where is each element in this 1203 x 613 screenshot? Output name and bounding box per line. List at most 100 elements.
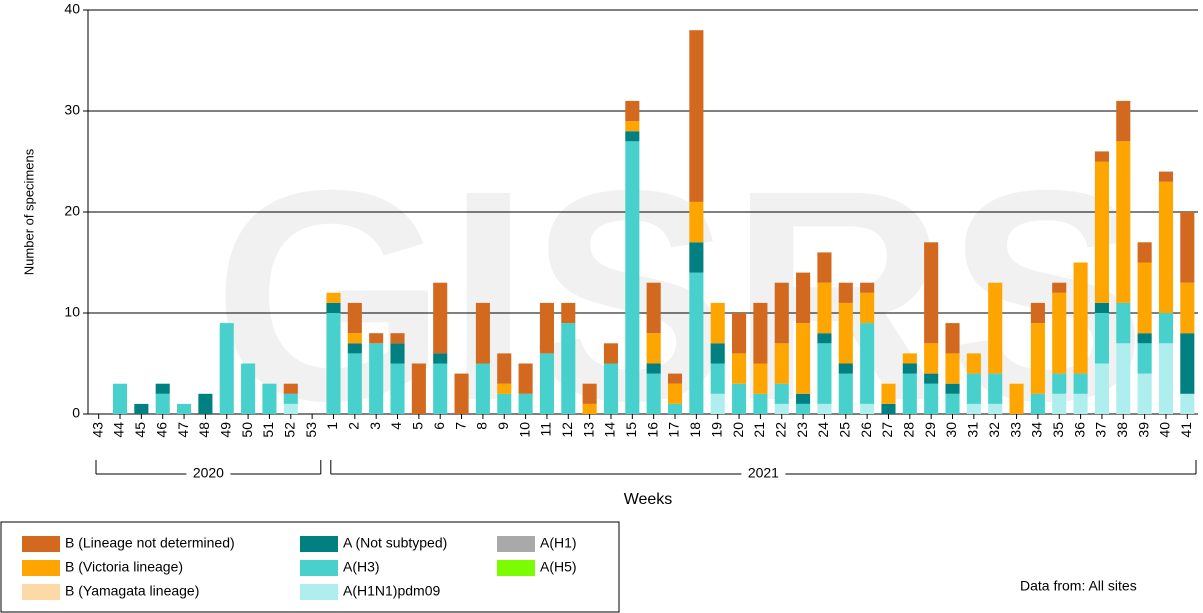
x-tick-label: 10 [516, 422, 532, 438]
bar-segment [347, 333, 362, 344]
bar-segment [796, 403, 811, 414]
bar-segment [689, 242, 704, 273]
bar-segment [347, 302, 362, 334]
bar-segment [689, 272, 704, 414]
x-tick-label: 51 [260, 422, 276, 438]
legend-swatch [300, 536, 338, 552]
bar-segment [838, 373, 853, 414]
bar-segment [945, 353, 960, 384]
x-tick-label: 18 [687, 422, 703, 438]
bar-segment [1094, 302, 1109, 313]
x-tick-label: 6 [431, 422, 447, 430]
bar-segment [945, 393, 960, 414]
x-tick-label: 5 [410, 422, 426, 430]
footnote: Data from: All sites [1020, 578, 1137, 594]
y-tick-label: 30 [64, 102, 80, 118]
x-tick-label: 19 [708, 422, 724, 438]
x-tick-label: 32 [986, 422, 1002, 438]
bar-segment [518, 393, 533, 414]
bar-segment [283, 393, 298, 404]
bar-segment [390, 333, 405, 344]
bar-segment [924, 242, 939, 344]
bar-segment [1137, 242, 1152, 263]
bar-segment [1094, 313, 1109, 364]
x-tick-label: 45 [132, 422, 148, 438]
bar-segment [667, 403, 683, 414]
bar-segment [817, 343, 832, 404]
bar-segment [582, 383, 597, 404]
bar-segment [817, 333, 832, 344]
group-label: 2021 [748, 465, 779, 481]
legend-label: A (Not subtyped) [343, 535, 447, 551]
bar-segment [347, 343, 362, 354]
x-tick-label: 13 [580, 422, 596, 438]
bar-segment [390, 363, 405, 414]
legend-label: A(H1N1)pdm09 [343, 583, 440, 599]
legend-label: B (Victoria lineage) [65, 559, 183, 575]
x-tick-label: 1 [324, 422, 340, 430]
bar-segment [326, 302, 341, 313]
x-tick-label: 24 [815, 422, 831, 438]
bar-segment [262, 383, 277, 414]
bar-segment [902, 353, 917, 364]
bar-segment [1094, 363, 1109, 414]
bar-segment [1094, 161, 1109, 303]
bar-segment [603, 343, 619, 364]
bar-segment [411, 363, 426, 414]
bar-segment [625, 141, 640, 415]
bar-segment [1137, 333, 1152, 344]
legend-swatch [497, 536, 535, 552]
bar-segment [988, 403, 1003, 414]
bar-segment [134, 403, 149, 414]
x-tick-label: 52 [281, 422, 297, 438]
x-tick-label: 22 [772, 422, 788, 438]
bar-segment [924, 373, 939, 384]
bar-segment [1137, 262, 1152, 334]
x-tick-label: 43 [89, 422, 105, 438]
x-tick-label: 12 [559, 422, 575, 438]
bar-segment [817, 252, 832, 283]
bar-segment [753, 363, 768, 394]
bar-segment [433, 363, 448, 414]
x-tick-label: 23 [794, 422, 810, 438]
bar-segment [860, 403, 875, 414]
x-tick-label: 2 [346, 422, 362, 430]
x-tick-label: 29 [922, 422, 938, 438]
x-tick-label: 33 [1007, 422, 1023, 438]
bar-segment [625, 121, 640, 132]
bar-segment [497, 393, 512, 414]
bar-segment [1116, 141, 1131, 303]
bar-segment [710, 343, 725, 364]
bar-segment [774, 383, 789, 404]
x-tick-label: 14 [602, 422, 618, 438]
bar-segment [1073, 393, 1088, 414]
bar-segment [1009, 383, 1024, 414]
bar-segment [283, 403, 298, 414]
bar-segment [1137, 343, 1152, 374]
bar-segment [667, 383, 683, 404]
legend-box [0, 521, 620, 613]
y-tick-label: 20 [64, 203, 80, 219]
bar-segment [924, 383, 939, 414]
x-tick-label: 21 [751, 422, 767, 438]
legend-label: B (Lineage not determined) [65, 535, 235, 551]
bar-segment [902, 373, 917, 414]
x-tick-label: 9 [495, 422, 511, 430]
bar-segment [1116, 100, 1131, 142]
bar-segment [1180, 212, 1195, 283]
bar-segment [646, 282, 661, 334]
bar-segment [924, 343, 939, 374]
x-axis-label: Weeks [624, 491, 673, 508]
x-tick-label: 46 [153, 422, 169, 438]
bar-segment [1116, 343, 1131, 414]
bar-segment [112, 383, 128, 414]
bar-segment [497, 383, 512, 394]
x-tick-label: 3 [367, 422, 383, 430]
x-tick-label: 53 [303, 422, 319, 438]
bar-segment [646, 363, 661, 374]
bar-segment [582, 403, 597, 414]
bar-segment [1030, 393, 1045, 414]
x-tick-label: 8 [474, 422, 490, 430]
x-tick-label: 16 [644, 422, 660, 438]
x-tick-label: 17 [666, 422, 682, 438]
